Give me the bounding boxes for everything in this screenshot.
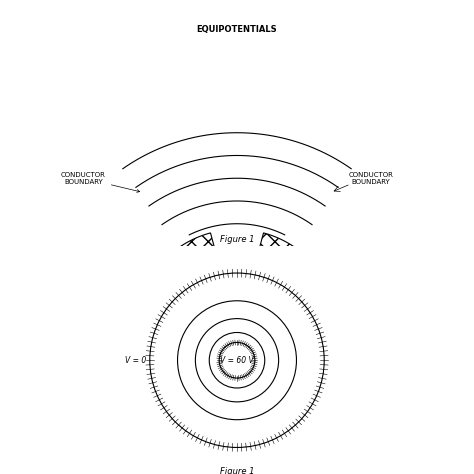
Text: CONDUCTOR
BOUNDARY: CONDUCTOR BOUNDARY — [348, 172, 393, 185]
Text: CONDUCTOR
BOUNDARY: CONDUCTOR BOUNDARY — [61, 172, 140, 192]
Text: EQUIPOTENTIALS: EQUIPOTENTIALS — [197, 25, 277, 34]
Text: V = 60 V: V = 60 V — [220, 356, 254, 365]
Text: Figure 1: Figure 1 — [220, 467, 254, 474]
Polygon shape — [259, 233, 310, 272]
Polygon shape — [164, 233, 215, 272]
Text: V = 0: V = 0 — [125, 356, 146, 365]
Text: Figure 1: Figure 1 — [220, 235, 254, 244]
